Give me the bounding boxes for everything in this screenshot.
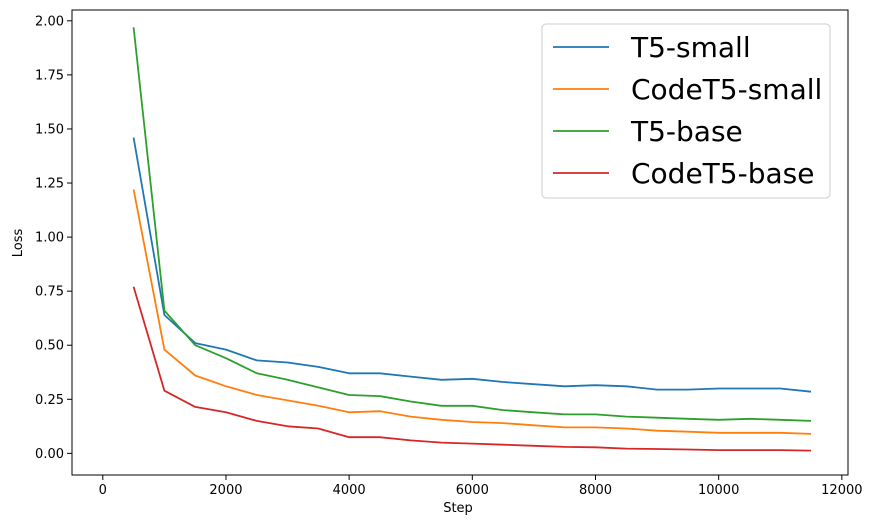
y-ticks: 0.00 0.25 0.50 0.75 1.00 1.25 1.50 1.75 2.00: [35, 14, 72, 462]
x-tick-label: 6000: [456, 483, 489, 498]
y-tick-label: 1.00: [35, 231, 64, 246]
y-tick-label: 2.00: [35, 14, 64, 29]
series-line-codet5-base: [132, 286, 812, 452]
x-tick-label: 2000: [209, 483, 242, 498]
x-ticks: 0 2000 4000 6000 8000 10000 12000: [99, 475, 863, 498]
y-axis-label: Loss: [11, 229, 26, 258]
y-tick-label: 1.25: [35, 177, 64, 192]
series-line-t5-small: [132, 137, 812, 393]
x-axis-label: Step: [443, 501, 473, 516]
series-lines: [132, 27, 812, 452]
legend-label: T5-base: [630, 115, 743, 148]
series-line-t5-base: [132, 27, 812, 422]
y-tick-label: 0.25: [35, 393, 64, 408]
x-tick-label: 12000: [821, 483, 862, 498]
legend: T5-small CodeT5-small T5-base CodeT5-base: [541, 23, 831, 199]
x-tick-label: 0: [99, 483, 107, 498]
x-tick-label: 10000: [698, 483, 739, 498]
y-tick-label: 0.75: [35, 285, 64, 300]
series-line-codet5-small: [132, 189, 812, 435]
y-tick-label: 0.00: [35, 447, 64, 462]
x-tick-label: 4000: [333, 483, 366, 498]
y-tick-label: 0.50: [35, 339, 64, 354]
legend-label: T5-small: [630, 31, 751, 64]
legend-label: CodeT5-base: [631, 157, 814, 190]
legend-label: CodeT5-small: [631, 73, 822, 106]
y-tick-label: 1.75: [35, 68, 64, 83]
legend-box: [541, 23, 831, 199]
x-tick-label: 8000: [579, 483, 612, 498]
y-tick-label: 1.50: [35, 122, 64, 137]
